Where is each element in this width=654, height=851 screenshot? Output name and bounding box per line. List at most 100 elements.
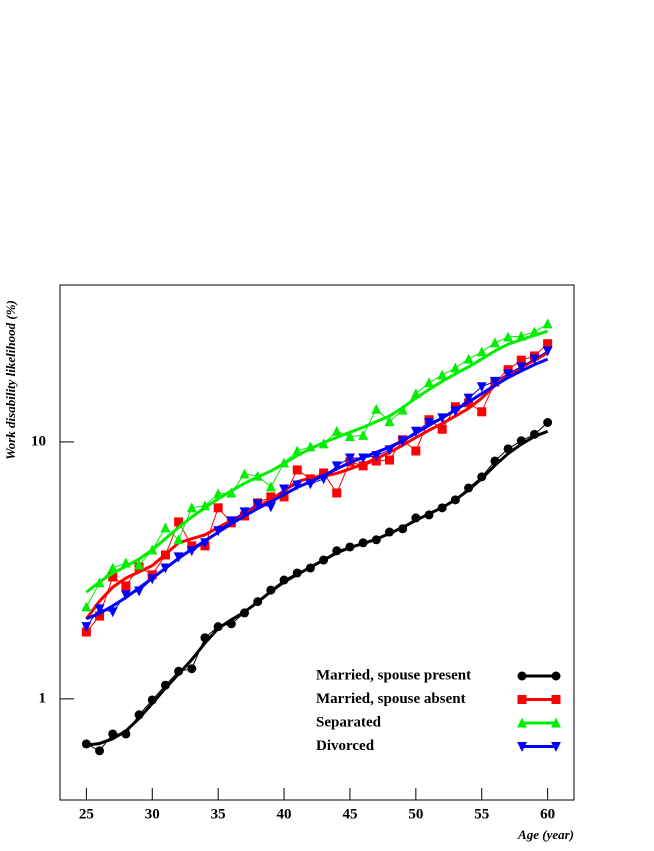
marker xyxy=(345,542,355,552)
marker xyxy=(424,510,434,520)
marker xyxy=(516,362,527,373)
marker xyxy=(529,326,540,337)
marker xyxy=(332,488,342,498)
marker xyxy=(120,590,131,601)
marker xyxy=(529,354,540,365)
marker xyxy=(213,503,223,513)
marker xyxy=(344,431,355,441)
marker xyxy=(397,436,408,447)
marker xyxy=(476,382,487,393)
marker xyxy=(437,369,448,380)
marker xyxy=(358,538,368,548)
x-tick-label: 25 xyxy=(79,806,94,822)
marker xyxy=(279,457,290,468)
marker xyxy=(542,346,553,357)
marker xyxy=(371,451,382,462)
marker xyxy=(173,534,184,545)
marker xyxy=(529,429,539,439)
x-tick-label: 50 xyxy=(408,806,423,822)
marker xyxy=(292,568,302,578)
marker xyxy=(108,729,118,739)
marker xyxy=(226,487,237,498)
marker xyxy=(107,562,118,573)
marker xyxy=(239,507,250,518)
marker xyxy=(134,586,145,597)
marker xyxy=(279,484,290,495)
marker xyxy=(332,546,342,556)
x-tick-label: 60 xyxy=(540,806,555,822)
marker xyxy=(371,403,382,414)
marker xyxy=(107,607,118,618)
marker xyxy=(240,608,250,618)
marker xyxy=(437,424,447,434)
marker xyxy=(464,483,474,493)
marker xyxy=(160,680,170,690)
marker xyxy=(265,502,276,513)
marker xyxy=(331,461,342,472)
marker xyxy=(516,436,526,446)
marker xyxy=(450,362,461,373)
marker xyxy=(476,346,487,357)
marker xyxy=(279,492,289,502)
marker xyxy=(252,470,263,481)
legend-marker xyxy=(517,742,527,752)
marker xyxy=(503,331,514,342)
marker xyxy=(147,695,157,705)
marker xyxy=(292,445,303,456)
marker xyxy=(187,664,197,674)
data-line xyxy=(86,343,548,633)
legend-label: Married, spouse present xyxy=(316,667,471,683)
legend-label: Divorced xyxy=(316,738,375,754)
marker xyxy=(226,516,237,527)
marker xyxy=(450,495,460,505)
marker xyxy=(305,563,315,573)
legend-label: Married, spouse absent xyxy=(316,691,466,707)
plot-frame xyxy=(59,284,575,801)
marker xyxy=(120,557,131,568)
legend-marker xyxy=(517,695,527,704)
y-tick-label: 10 xyxy=(31,433,46,449)
marker xyxy=(319,468,329,478)
legend-marker xyxy=(517,671,527,681)
marker xyxy=(318,438,329,449)
marker xyxy=(187,541,197,551)
legend-marker xyxy=(517,717,527,728)
marker xyxy=(437,503,447,513)
y-axis-label: Work disability likelihood (%) xyxy=(3,300,18,460)
marker xyxy=(121,581,131,591)
marker xyxy=(463,353,474,364)
marker xyxy=(81,739,91,749)
marker xyxy=(265,481,276,492)
marker xyxy=(384,527,394,537)
marker xyxy=(410,426,421,437)
marker xyxy=(424,377,434,388)
marker xyxy=(358,461,368,471)
marker xyxy=(450,406,461,417)
marker xyxy=(186,502,197,513)
marker xyxy=(200,500,210,511)
x-axis-label: Age (year) xyxy=(517,827,574,842)
marker xyxy=(174,517,184,527)
marker xyxy=(344,453,355,464)
marker xyxy=(160,550,170,560)
marker xyxy=(160,522,171,533)
marker xyxy=(174,666,184,676)
marker xyxy=(200,538,210,549)
marker xyxy=(239,468,250,479)
marker xyxy=(503,369,514,380)
marker xyxy=(134,559,145,570)
marker xyxy=(186,546,197,557)
marker xyxy=(95,746,105,756)
marker xyxy=(134,710,144,720)
data-line xyxy=(85,350,548,627)
marker xyxy=(121,729,131,739)
marker xyxy=(463,393,474,404)
marker xyxy=(489,337,500,348)
marker xyxy=(516,330,527,341)
marker xyxy=(398,524,408,534)
marker xyxy=(411,513,421,523)
marker xyxy=(213,526,224,537)
marker xyxy=(108,572,118,582)
